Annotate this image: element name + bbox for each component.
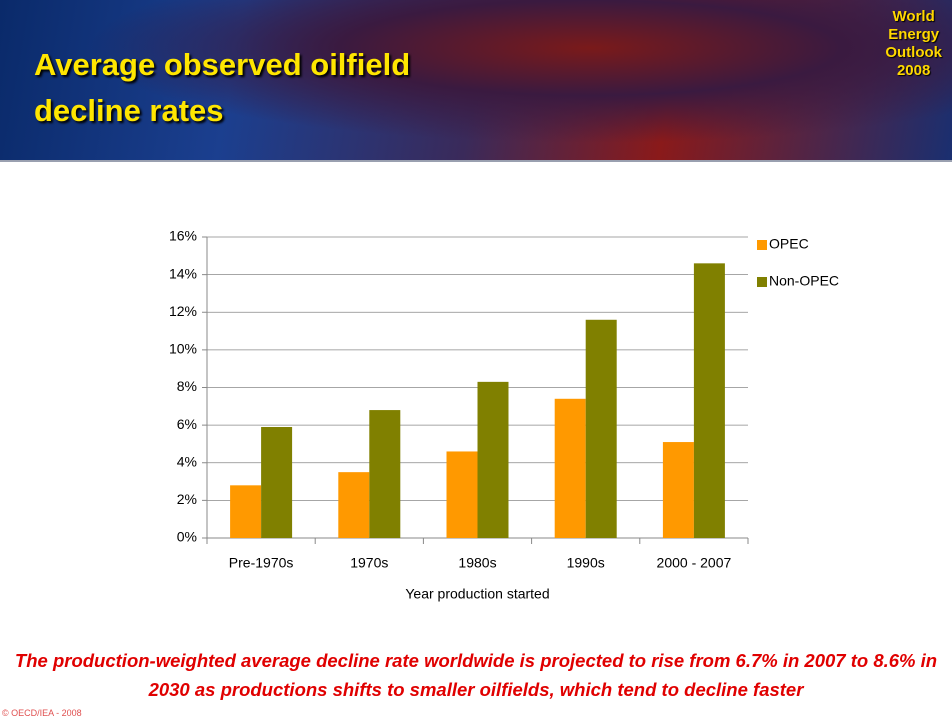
slide-title: Average observed oilfield decline rates [34,47,411,128]
bar [585,319,617,538]
bar [446,451,478,538]
x-tick-label: 1980s [458,555,496,571]
y-tick-label: 8% [177,378,197,394]
bar [477,381,509,538]
y-tick-label: 14% [169,265,197,281]
y-tick-label: 10% [169,341,197,357]
bar [662,442,694,538]
logo-line: 2008 [896,62,931,79]
y-tick-label: 16% [169,228,197,244]
x-tick-label: 1990s [567,555,605,571]
bar [230,485,262,538]
bar [261,427,293,538]
banner [0,0,952,162]
x-tick-label: Pre-1970s [229,555,294,571]
x-tick-label: 1970s [350,555,388,571]
logo-line: Energy [888,26,940,43]
bar [369,410,401,538]
legend-label: OPEC [769,236,809,252]
copyright: © OECD/IEA - 2008 [2,708,82,718]
bar [554,398,586,538]
y-tick-label: 4% [177,453,197,469]
logo: World Energy Outlook 2008 [885,8,942,80]
y-tick-label: 12% [169,303,197,319]
logo-line: Outlook [885,44,942,61]
legend-swatch [757,277,767,287]
footer-note: The production-weighted average decline … [14,650,938,700]
y-tick-label: 2% [177,491,197,507]
legend-swatch [757,240,767,250]
y-tick-label: 0% [177,529,197,545]
x-axis-title: Year production started [405,586,549,602]
y-tick-label: 6% [177,416,197,432]
bar [693,263,725,538]
bar [338,472,370,538]
logo-line: World [892,8,935,25]
x-tick-label: 2000 - 2007 [657,555,732,571]
legend-label: Non-OPEC [769,273,839,289]
